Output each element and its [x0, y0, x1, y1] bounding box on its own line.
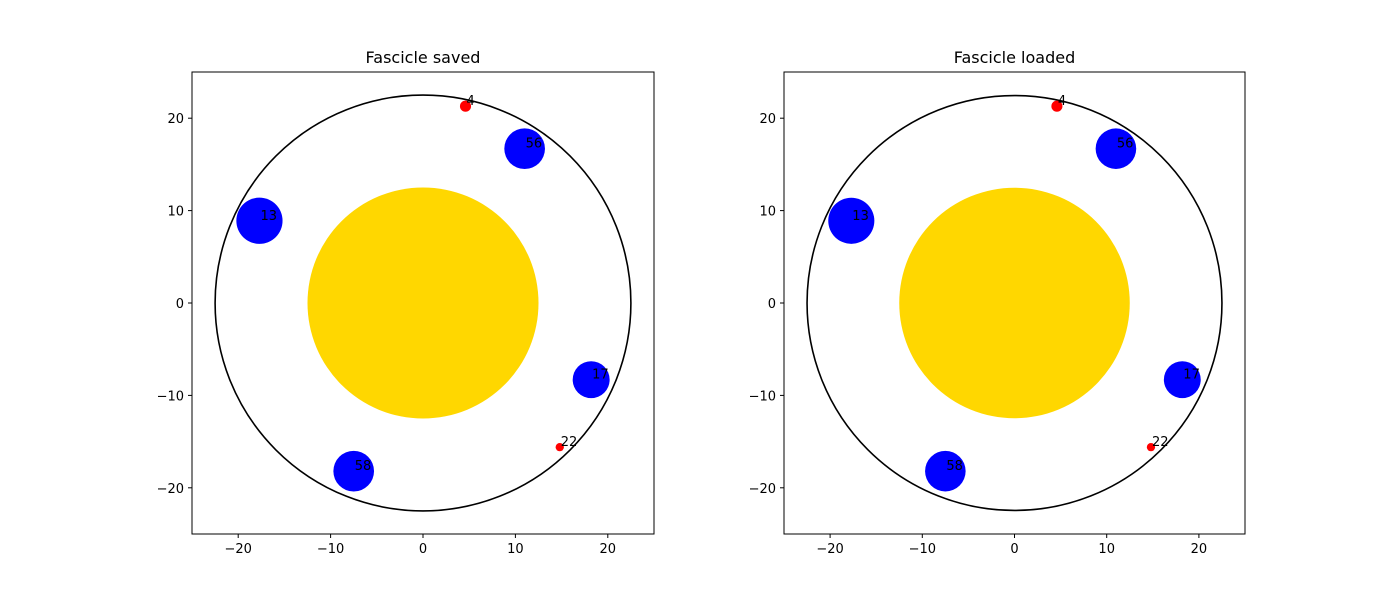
x-tick-label: 0: [1010, 542, 1018, 557]
x-tick-label: −10: [909, 542, 936, 557]
x-tick-label: 20: [600, 542, 617, 557]
x-tick-label: 10: [1098, 542, 1115, 557]
y-tick-label: −10: [749, 389, 776, 404]
y-tick-label: 10: [759, 205, 776, 220]
y-tick-label: −20: [157, 482, 184, 497]
fascicle-56-marker: [504, 128, 545, 170]
panel-fascicle-loaded: Fascicle loaded 4 56 13 17 22 58 −20 −10 0 10 20 −20…: [749, 48, 1246, 557]
fascicle-17-marker: [572, 361, 610, 399]
y-tick-label: 0: [176, 297, 184, 312]
boundary-circle: [806, 94, 1223, 512]
fascicle-22-label: 22: [1152, 435, 1169, 450]
x-tick-label: −20: [224, 542, 251, 557]
fascicle-4-marker: [1051, 100, 1063, 112]
fascicle-13-marker: [828, 197, 875, 244]
fascicle-22-label: 22: [561, 435, 578, 450]
x-tick-label: 20: [1191, 542, 1208, 557]
fascicle-4-marker: [459, 100, 472, 112]
fascicle-22-marker: [555, 442, 564, 452]
y-tick-label: 20: [759, 112, 776, 127]
y-tick-label: 0: [768, 297, 776, 312]
panel-fascicle-saved: Fascicle saved 4 56 13 17 22 58 −20 −10 0 10 20 −20 −…: [157, 48, 655, 557]
fascicle-4-label: 4: [467, 94, 475, 109]
chart-title: Fascicle saved: [366, 48, 481, 67]
y-tick-label: −10: [157, 389, 184, 404]
nerve-core-circle: [307, 187, 539, 419]
fascicle-58-marker: [925, 450, 966, 492]
fascicle-13-marker: [236, 197, 283, 244]
x-tick-label: 10: [507, 542, 524, 557]
fascicle-13-label: 13: [852, 209, 869, 224]
fascicle-22-marker: [1146, 442, 1156, 452]
fascicle-58-label: 58: [355, 459, 372, 474]
fascicle-58-marker: [333, 450, 375, 492]
fascicle-17-label: 17: [592, 368, 609, 383]
chart-title: Fascicle loaded: [954, 48, 1075, 67]
x-tick-label: −20: [816, 542, 843, 557]
fascicle-17-marker: [1163, 361, 1201, 399]
fascicle-56-label: 56: [526, 137, 543, 152]
boundary-circle: [214, 94, 632, 512]
fascicle-17-label: 17: [1183, 368, 1200, 383]
fascicle-58-label: 58: [946, 459, 963, 474]
fascicle-56-marker: [1095, 128, 1137, 169]
fascicle-13-label: 13: [260, 209, 277, 224]
x-tick-label: −10: [317, 542, 344, 557]
x-tick-label: 0: [419, 542, 427, 557]
y-tick-label: 10: [167, 205, 184, 220]
y-tick-label: 20: [167, 112, 184, 127]
fascicle-4-label: 4: [1058, 94, 1066, 109]
fascicle-56-label: 56: [1117, 137, 1134, 152]
nerve-core-circle: [899, 187, 1130, 419]
y-tick-label: −20: [749, 482, 776, 497]
